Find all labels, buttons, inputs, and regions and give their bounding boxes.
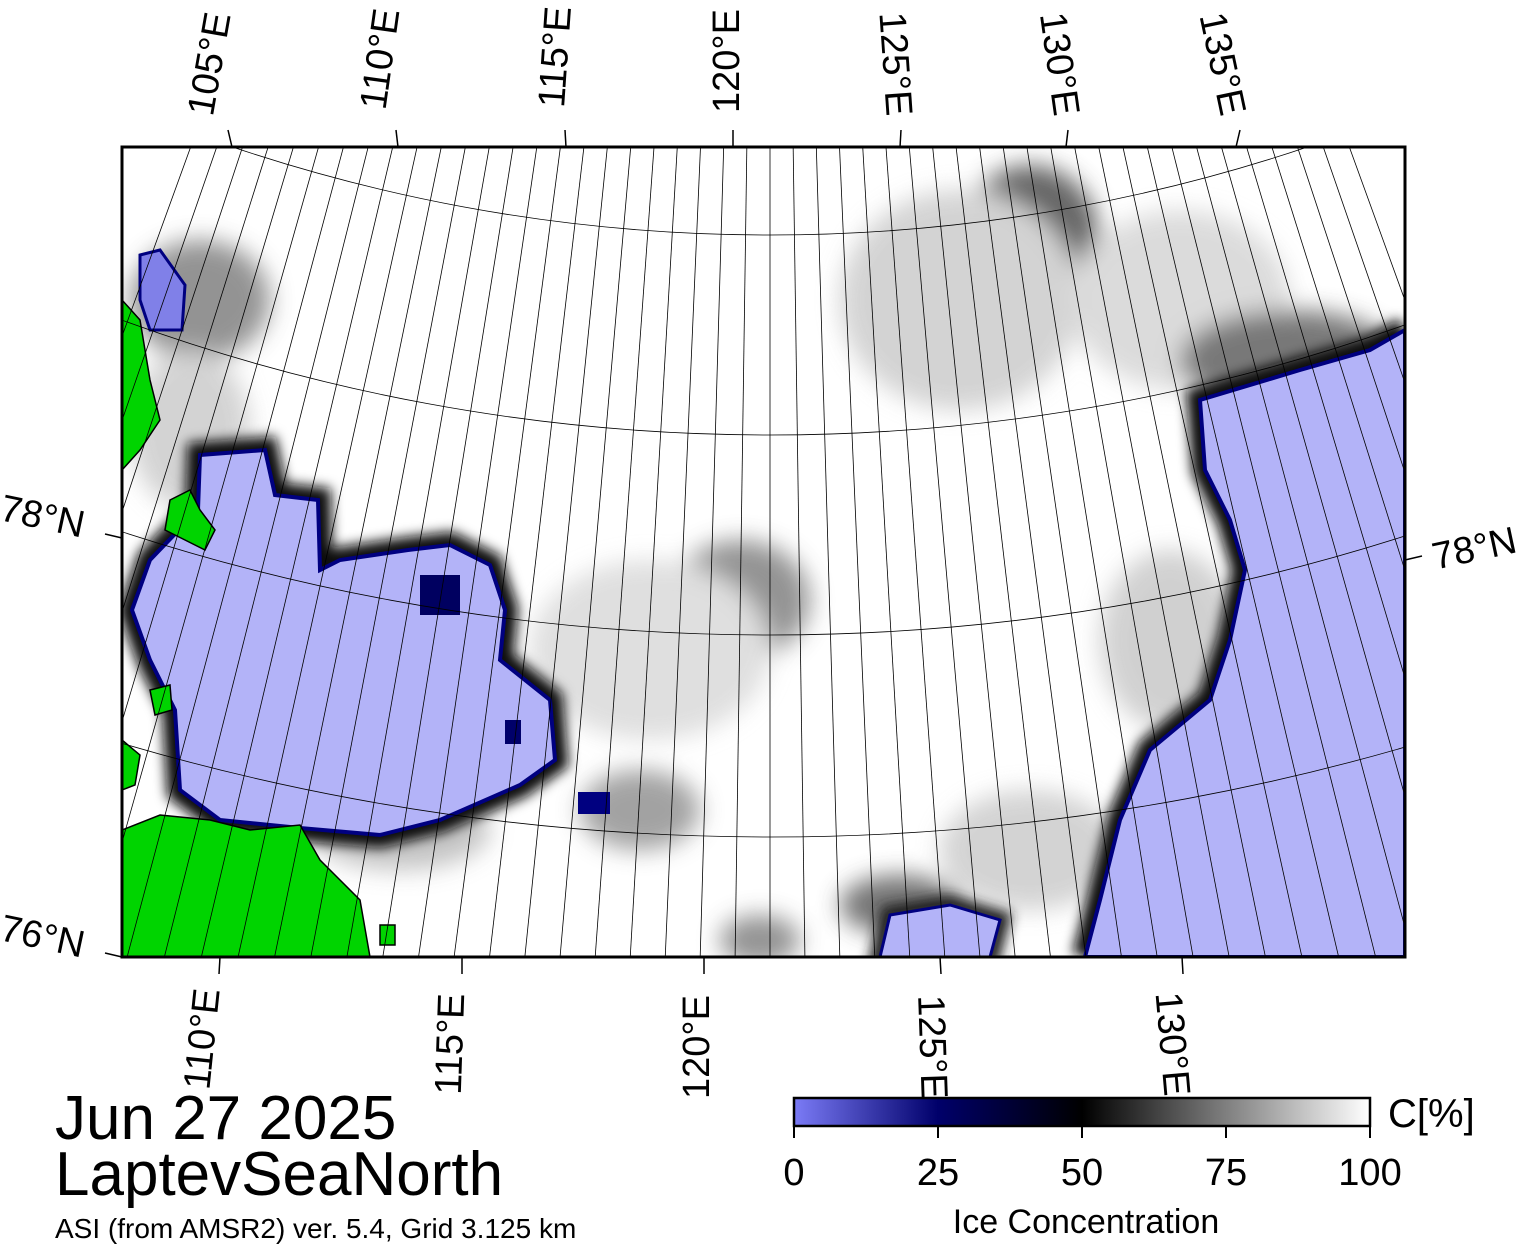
- colorbar-tick-100: 100: [1338, 1152, 1402, 1194]
- meridian-line: [559, 147, 632, 957]
- meridian-line: [1074, 147, 1230, 957]
- meridian-line: [1171, 147, 1377, 957]
- colorbar: [792, 1096, 1372, 1138]
- lon-label-bottom-115: 115°E: [427, 992, 474, 1096]
- meridian-line: [122, 147, 319, 844]
- colorbar-tick-0: 0: [783, 1152, 805, 1194]
- meridian-line: [734, 147, 748, 957]
- colorbar-unit: C[%]: [1388, 1092, 1475, 1136]
- meridian-line: [1050, 147, 1194, 957]
- land-island-4: [379, 924, 396, 946]
- polynya-small-1: [505, 720, 521, 744]
- lon-label-top-125: 125°E: [870, 10, 920, 118]
- meridian-line: [126, 147, 344, 957]
- meridian-line: [489, 147, 585, 957]
- meridian-line: [200, 147, 394, 957]
- meridian-line: [1026, 147, 1158, 957]
- data-source: ASI (from AMSR2) ver. 5.4, Grid 3.125 km: [55, 1213, 577, 1244]
- map-area: [122, 147, 1405, 957]
- colorbar-gradient: [792, 1096, 1372, 1128]
- meridian-line: [699, 147, 725, 957]
- meridian-line: [1002, 147, 1122, 957]
- meridian-line: [908, 147, 981, 957]
- graticule: [122, 147, 1405, 957]
- open-water-south: [878, 903, 1002, 957]
- meridian-line: [274, 147, 442, 957]
- lon-label-top-120: 120°E: [705, 9, 748, 113]
- land-taymyr-north: [122, 298, 161, 472]
- meridian-line: [1098, 147, 1266, 957]
- meridian-line: [629, 147, 678, 957]
- axis-ticks: [104, 129, 1423, 975]
- land-island-3: [122, 739, 141, 791]
- lon-label-bottom-130: 130°E: [1146, 990, 1198, 1098]
- meridian-line: [382, 147, 514, 957]
- meridian-line: [1297, 147, 1405, 474]
- colorbar-tick-75: 75: [1204, 1152, 1248, 1194]
- meridian-line: [664, 147, 701, 957]
- meridian-line: [122, 147, 243, 514]
- land-mainland: [122, 814, 371, 957]
- lon-label-top-115: 115°E: [531, 5, 581, 109]
- colorbar-tick-50: 50: [1060, 1152, 1104, 1194]
- lon-label-bottom-125: 125°E: [909, 994, 955, 1100]
- meridian-line: [346, 147, 490, 957]
- open-water-east: [1082, 327, 1405, 957]
- meridian-line: [418, 147, 538, 957]
- colorbar-tick-25: 25: [916, 1152, 960, 1194]
- colorbar-title: Ice Concentration: [952, 1203, 1220, 1241]
- meridian-line: [237, 147, 418, 957]
- map-date: Jun 27 2025: [55, 1084, 397, 1153]
- lon-label-bottom-120: 120°E: [675, 995, 718, 1099]
- meridian-line: [524, 147, 608, 957]
- meridian-line: [310, 147, 466, 957]
- map-frame: [120, 145, 1407, 959]
- meridian-line: [955, 147, 1051, 957]
- meridian-line: [815, 147, 841, 957]
- lon-label-bottom-110: 110°E: [176, 986, 229, 1092]
- meridian-line: [862, 147, 911, 957]
- meridian-line: [122, 147, 269, 614]
- land-island-2: [149, 684, 173, 716]
- meridian-line: [1146, 147, 1340, 957]
- polynya-small-2: [578, 792, 610, 814]
- meridian-line: [1196, 147, 1405, 930]
- meridian-line: [792, 147, 806, 957]
- meridian-line: [163, 147, 369, 957]
- meridian-line: [1271, 147, 1405, 572]
- meridian-line: [594, 147, 655, 957]
- meridian-line: [979, 147, 1087, 957]
- meridian-line: [932, 147, 1016, 957]
- region-name: LaptevSeaNorth: [55, 1140, 504, 1209]
- meridian-line: [1122, 147, 1303, 957]
- meridian-line: [885, 147, 946, 957]
- meridian-line: [839, 147, 876, 957]
- meridian-line: [453, 147, 561, 957]
